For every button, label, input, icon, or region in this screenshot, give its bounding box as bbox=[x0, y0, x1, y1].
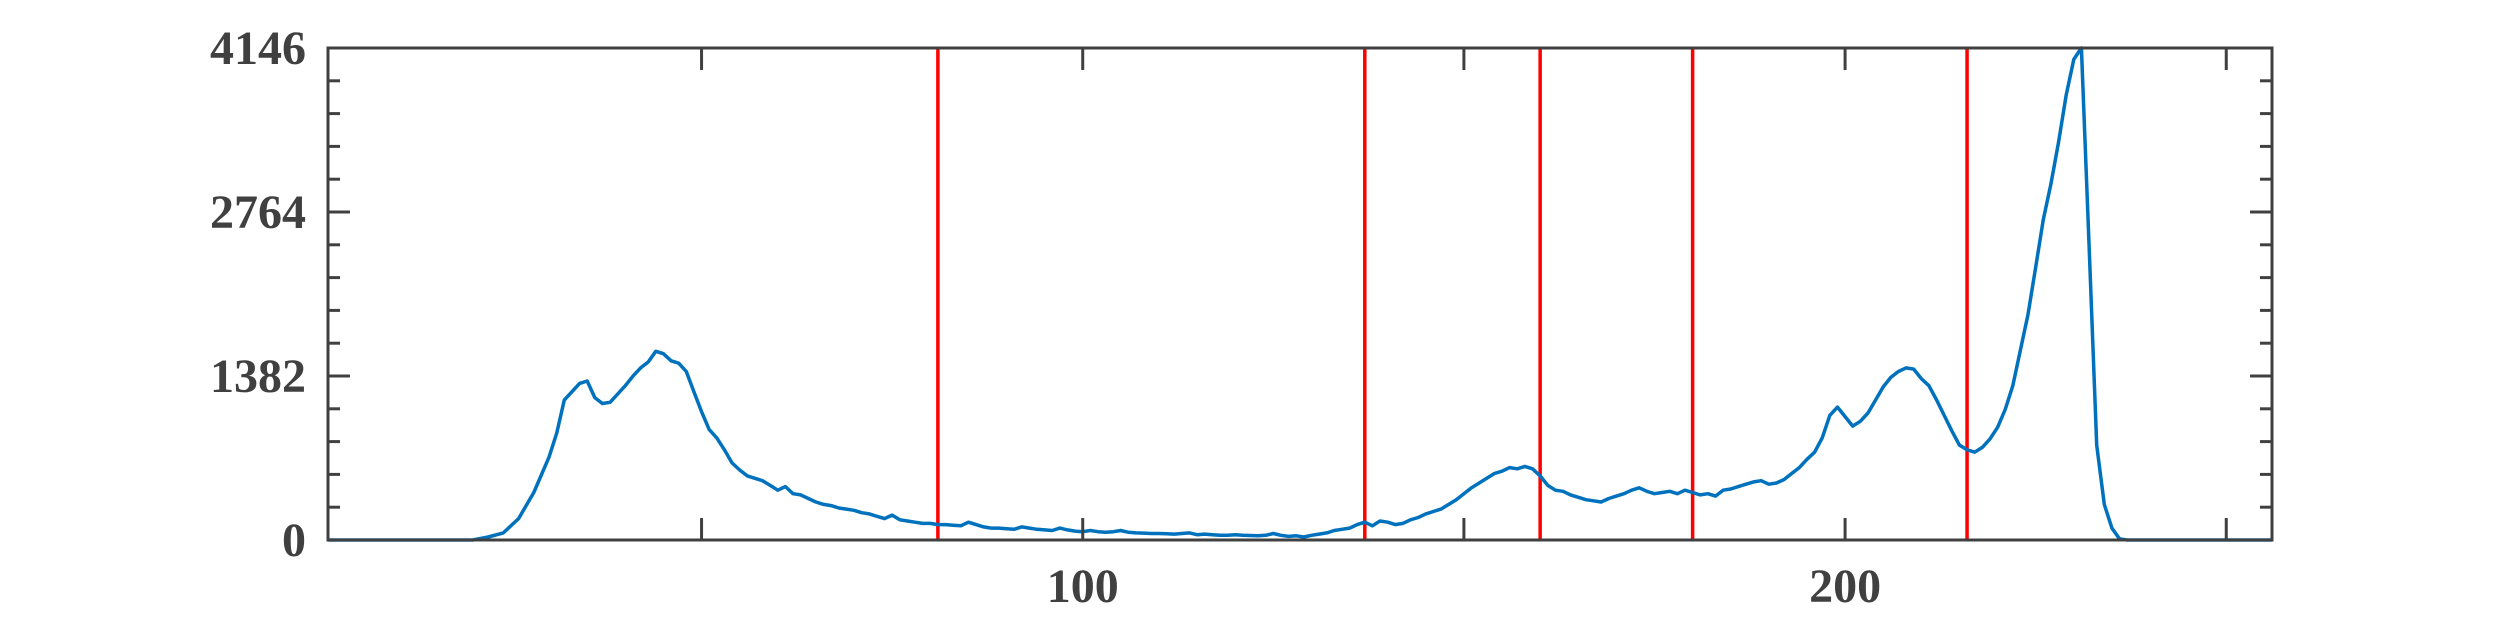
y-tick-label: 4146 bbox=[210, 22, 306, 75]
axes-layer: 0 1382 2764 4146 100 200 bbox=[210, 22, 2274, 613]
series-layer bbox=[328, 46, 2272, 542]
plot-layer bbox=[328, 48, 2272, 540]
x-tick-label: 100 bbox=[1047, 560, 1119, 613]
x-tick-label: 200 bbox=[1809, 560, 1881, 613]
threshold-lines bbox=[936, 48, 1969, 540]
y-tick-label: 0 bbox=[282, 514, 306, 567]
y-tick-label: 2764 bbox=[210, 186, 306, 239]
plot-area bbox=[328, 48, 2272, 540]
y-tick-label: 1382 bbox=[210, 350, 306, 403]
histogram-line bbox=[328, 46, 2272, 542]
axes-box bbox=[326, 46, 2274, 542]
